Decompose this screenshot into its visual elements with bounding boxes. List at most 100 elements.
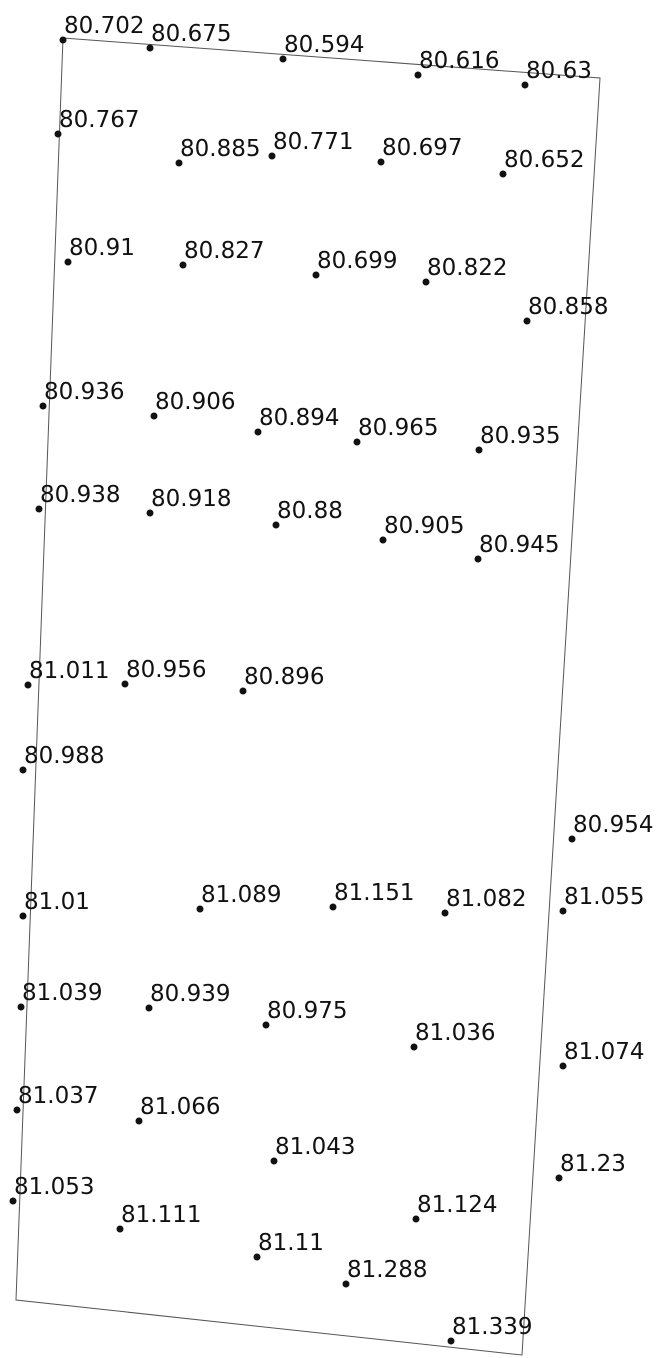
survey-point [17,1003,25,1011]
elevation-label: 80.771 [273,129,353,155]
elevation-label: 80.956 [126,657,206,683]
survey-point [135,1117,143,1125]
elevation-label: 80.894 [259,405,339,431]
elevation-label: 80.91 [69,235,135,261]
survey-point [521,81,529,89]
elevation-label: 80.905 [384,513,464,539]
survey-point [239,687,247,695]
survey-point [59,36,67,44]
elevation-label: 81.11 [258,1230,324,1256]
elevation-label: 81.053 [14,1174,94,1200]
elevation-label: 81.043 [275,1134,355,1160]
survey-point [64,258,72,266]
elevation-label: 81.055 [564,884,644,910]
survey-point [175,159,183,167]
elevation-label: 80.702 [64,13,144,39]
survey-point [116,1225,124,1233]
survey-point [499,170,507,178]
survey-point [377,158,385,166]
elevation-label: 80.954 [573,812,653,838]
elevation-label: 81.089 [201,882,281,908]
survey-point [254,428,262,436]
elevation-label: 80.699 [317,248,397,274]
elevation-label: 81.01 [24,889,90,915]
survey-point [24,681,32,689]
survey-point [262,1021,270,1029]
survey-point [150,412,158,420]
elevation-label: 80.896 [244,664,324,690]
elevation-label: 81.23 [560,1151,626,1177]
survey-point [39,402,47,410]
survey-point [270,1157,278,1165]
elevation-label: 80.938 [40,482,120,508]
elevation-label: 80.827 [184,238,264,264]
survey-point [414,71,422,79]
survey-point [410,1043,418,1051]
elevation-label: 80.675 [151,21,231,47]
survey-point [279,55,287,63]
survey-point [19,766,27,774]
survey-point [54,130,62,138]
survey-point [353,438,361,446]
survey-point [272,521,280,529]
elevation-label: 80.965 [358,415,438,441]
elevation-label: 80.885 [180,136,260,162]
elevation-label: 80.822 [427,255,507,281]
survey-point [146,509,154,517]
survey-point [253,1253,261,1261]
survey-point [329,903,337,911]
survey-point [13,1106,21,1114]
elevation-label: 80.88 [277,498,343,524]
elevation-label: 81.111 [121,1202,201,1228]
elevation-label: 80.935 [480,423,560,449]
survey-point [559,907,567,915]
elevation-label: 80.63 [526,58,592,84]
elevation-label: 80.975 [267,998,347,1024]
survey-point [379,536,387,544]
elevation-label: 81.036 [415,1020,495,1046]
elevation-label: 81.082 [446,886,526,912]
elevation-label: 80.594 [284,32,364,58]
survey-point [35,505,43,513]
survey-point [568,835,576,843]
elevation-label: 80.906 [155,389,235,415]
elevation-label: 80.616 [419,48,499,74]
elevation-label: 81.074 [564,1039,644,1065]
elevation-label: 80.858 [528,294,608,320]
elevation-label: 80.767 [59,107,139,133]
elevation-label: 80.652 [504,147,584,173]
elevation-label: 80.945 [479,532,559,558]
survey-point [146,44,154,52]
site-boundary [15,37,601,1356]
elevation-label: 80.697 [382,135,462,161]
survey-point [19,912,27,920]
survey-point [555,1174,563,1182]
survey-point [441,909,449,917]
survey-point [474,555,482,563]
survey-point [559,1062,567,1070]
survey-point [179,261,187,269]
elevation-label: 81.288 [347,1257,427,1283]
survey-point [268,152,276,160]
elevation-label: 80.939 [150,981,230,1007]
elevation-label: 81.039 [22,980,102,1006]
elevation-label: 81.339 [452,1314,532,1340]
survey-point [342,1280,350,1288]
elevation-label: 80.988 [24,743,104,769]
elevation-label: 80.936 [44,379,124,405]
elevation-label: 81.066 [140,1094,220,1120]
survey-point [145,1004,153,1012]
survey-point [9,1197,17,1205]
elevation-label: 81.124 [417,1192,497,1218]
survey-point [475,446,483,454]
survey-point [312,271,320,279]
survey-point [196,905,204,913]
survey-point [447,1337,455,1345]
survey-point [412,1215,420,1223]
elevation-label: 80.918 [151,486,231,512]
elevation-label: 81.037 [18,1083,98,1109]
elevation-label: 81.011 [29,658,109,684]
survey-point [121,680,129,688]
survey-point [422,278,430,286]
